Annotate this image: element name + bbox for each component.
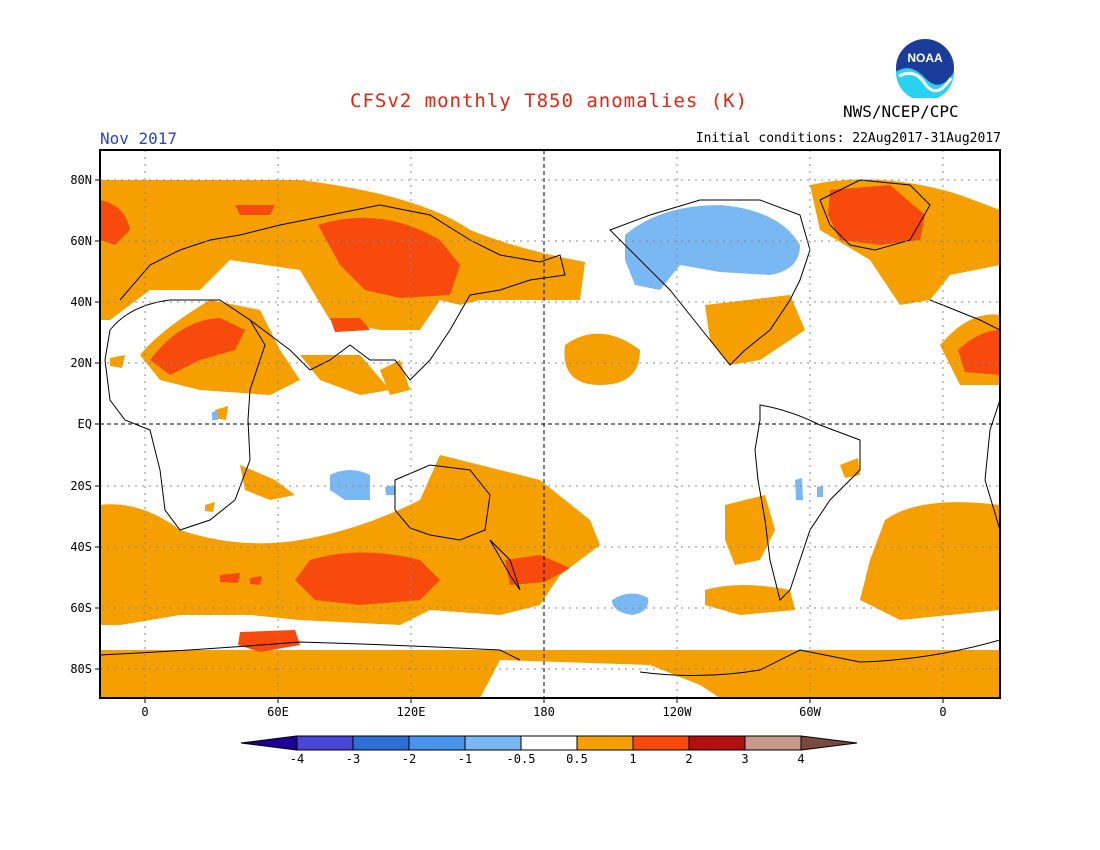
lat-label-40n: 40N <box>70 295 92 309</box>
colorbar-tick-label: -2 <box>401 752 417 766</box>
lon-label-120e: 120E <box>396 705 426 719</box>
colorbar-cell <box>744 735 802 751</box>
lat-label-80s: 80S <box>70 662 92 676</box>
lat-label-20n: 20N <box>70 356 92 370</box>
colorbar-cell <box>408 735 466 751</box>
colorbar-cell <box>296 735 354 751</box>
initial-conditions: Initial conditions: 22Aug2017-31Aug2017 <box>695 131 1001 146</box>
colorbar-tick-label: 4 <box>797 752 805 766</box>
colorbar-cell <box>520 735 578 751</box>
colorbar-arrow-low <box>240 735 298 751</box>
lon-label-180: 180 <box>533 705 555 719</box>
map-title: CFSv2 monthly T850 anomalies (K) <box>350 90 749 112</box>
lon-label-0-west: 0 <box>141 705 149 719</box>
lon-label-0-east: 0 <box>939 705 947 719</box>
lat-label-60n: 60N <box>70 234 92 248</box>
lat-label-40s: 40S <box>70 540 92 554</box>
noaa-logo: NOAA <box>896 39 954 98</box>
colorbar-arrow-high <box>800 735 858 751</box>
svg-text:NOAA: NOAA <box>907 51 943 65</box>
colorbar-tick-label: 0.5 <box>566 752 588 766</box>
colorbar-tick-label: -0.5 <box>506 752 536 766</box>
anomaly-fill-neg <box>212 205 823 615</box>
continent-outlines <box>100 179 1000 677</box>
lat-label-eq: EQ <box>77 417 92 431</box>
colorbar-tick-label: 3 <box>741 752 749 766</box>
colorbar-cell <box>464 735 522 751</box>
colorbar-tick-label: -4 <box>289 752 305 766</box>
colorbar-cell <box>688 735 746 751</box>
colorbar-cell <box>632 735 690 751</box>
colorbar-tick-label: 2 <box>685 752 693 766</box>
colorbar-tick-label: -3 <box>345 752 361 766</box>
colorbar-cell <box>576 735 634 751</box>
agency-label: NWS/NCEP/CPC <box>843 102 959 121</box>
anomaly-fill-2k <box>100 185 1000 652</box>
colorbar-tick-label: -1 <box>457 752 473 766</box>
colorbar-tick-label: 1 <box>629 752 637 766</box>
lat-label-60s: 60S <box>70 601 92 615</box>
lat-label-20s: 20S <box>70 479 92 493</box>
lat-label-80n: 80N <box>70 173 92 187</box>
lon-label-60w: 60W <box>799 705 821 719</box>
lon-label-60e: 60E <box>267 705 289 719</box>
lon-label-120w: 120W <box>662 705 692 719</box>
colorbar-cell <box>352 735 410 751</box>
forecast-month: Nov 2017 <box>100 129 178 148</box>
